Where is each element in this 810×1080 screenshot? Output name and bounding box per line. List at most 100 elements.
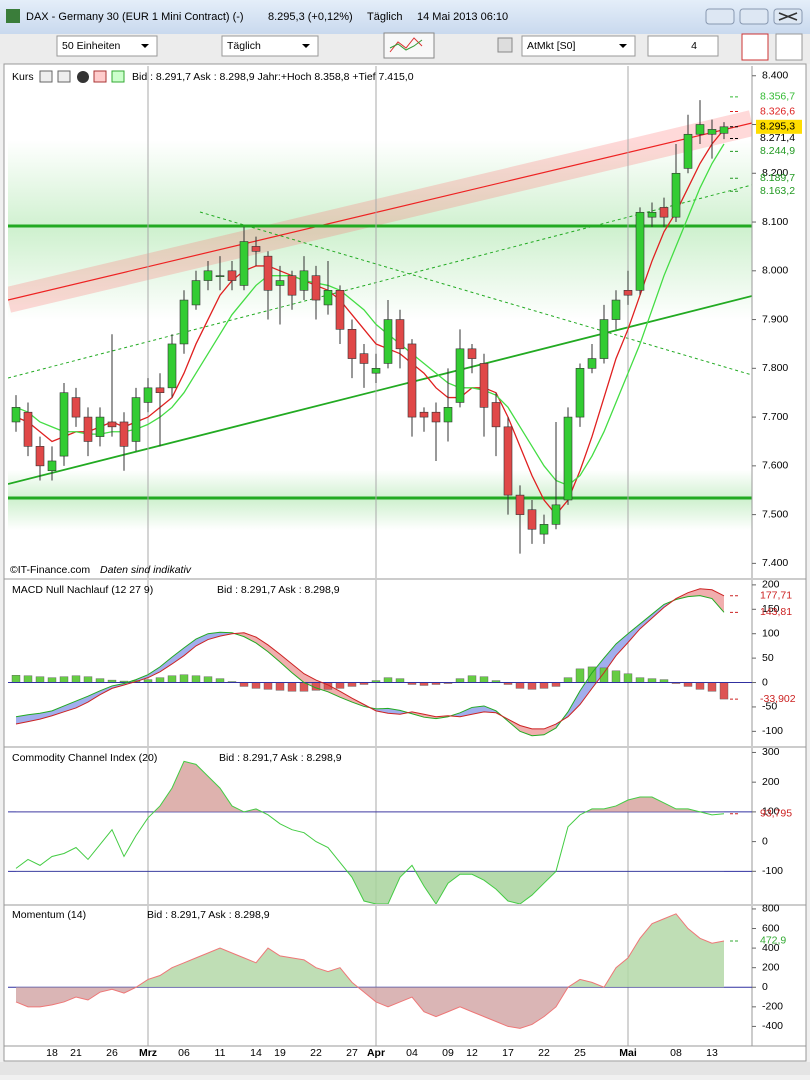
macd-fill xyxy=(532,728,544,736)
histogram-bar xyxy=(647,678,657,683)
x-tick-label: 18 xyxy=(46,1047,58,1059)
indicator-line xyxy=(15,760,725,904)
histogram-bar xyxy=(263,682,273,690)
window-quote: 8.295,3 (+0,12%) xyxy=(268,11,353,23)
minimize-button[interactable] xyxy=(705,8,735,25)
units-select[interactable] xyxy=(56,35,158,57)
x-tick-label: 09 xyxy=(442,1047,454,1059)
interval-select[interactable] xyxy=(221,35,319,57)
histogram-bar xyxy=(167,675,177,683)
chart-style-button[interactable] xyxy=(383,32,435,59)
macd-fill xyxy=(172,647,184,664)
histogram-bar xyxy=(83,676,93,683)
marker-label: 8.189,7 xyxy=(760,172,795,184)
maximize-button[interactable] xyxy=(739,8,769,25)
panel-quote: Bid : 8.291,7 Ask : 8.298,9 Jahr:+Hoch 8… xyxy=(132,71,414,83)
histogram-bar xyxy=(575,668,585,683)
y-tick-label: -400 xyxy=(762,1020,783,1032)
header-icon[interactable] xyxy=(39,70,53,83)
quantity-input[interactable] xyxy=(647,35,719,57)
x-tick-label: 13 xyxy=(706,1047,718,1059)
y-tick-label: 0 xyxy=(762,676,768,688)
x-tick-label: 11 xyxy=(215,1047,226,1059)
sell-button[interactable] xyxy=(741,33,769,61)
area-fill xyxy=(16,871,724,904)
header-icon[interactable] xyxy=(93,70,107,83)
price-header xyxy=(39,70,125,83)
y-tick-label: 300 xyxy=(762,746,780,758)
y-tick-label: 100 xyxy=(762,806,780,818)
histogram-bar xyxy=(203,676,213,683)
x-tick-label: 17 xyxy=(502,1047,514,1059)
plot xyxy=(8,760,752,904)
panel-quote: Bid : 8.291,7 Ask : 8.298,9 xyxy=(217,584,340,596)
macd-fill xyxy=(52,705,64,716)
scroll-bar[interactable] xyxy=(0,1062,810,1075)
y-tick-label: 200 xyxy=(762,776,780,788)
window-timestamp: 14 Mai 2013 06:10 xyxy=(417,11,508,23)
histogram-bar xyxy=(335,682,345,689)
x-tick-label: 22 xyxy=(310,1047,322,1059)
macd-fill xyxy=(244,632,256,643)
candle-body xyxy=(23,411,33,447)
macd-fill xyxy=(628,623,640,643)
marker-label: 93,795 xyxy=(760,808,792,820)
x-tick-label: 14 xyxy=(250,1047,262,1059)
histogram-bar xyxy=(611,670,621,683)
candle-body xyxy=(215,275,225,277)
header-icon[interactable] xyxy=(111,70,125,83)
candle-body xyxy=(431,411,441,423)
macd-fill xyxy=(640,614,652,629)
y-tick-label: 8.000 xyxy=(762,265,788,277)
dropdown-arrow xyxy=(141,44,149,48)
buy-button[interactable] xyxy=(775,33,803,61)
panel-title: Kurs xyxy=(12,71,34,83)
x-tick-label: 27 xyxy=(346,1047,358,1059)
candle-body xyxy=(599,319,609,359)
app-icon xyxy=(6,9,20,23)
header-icon[interactable] xyxy=(57,70,71,83)
candle-body xyxy=(551,504,561,525)
plot xyxy=(8,913,752,1029)
candle-body xyxy=(563,416,573,501)
macd-fill xyxy=(196,633,208,646)
y-tick-label: 8.100 xyxy=(762,216,788,228)
candle-body xyxy=(419,411,429,418)
candle-body xyxy=(539,524,549,535)
y-tick-label: 400 xyxy=(762,942,780,954)
candle-body xyxy=(359,353,369,364)
candle-body xyxy=(335,290,345,330)
histogram-bar xyxy=(71,675,81,683)
macd-fill xyxy=(340,691,352,703)
y-tick-label: 7.900 xyxy=(762,313,788,325)
macd-fill xyxy=(292,663,304,683)
candle-body xyxy=(131,397,141,442)
window-period: Täglich xyxy=(367,11,402,23)
candle-body xyxy=(659,207,669,218)
dropdown-arrow xyxy=(619,44,627,48)
y-tick-label: 7.600 xyxy=(762,460,788,472)
y-tick-label: 600 xyxy=(762,922,780,934)
panel-quote: Bid : 8.291,7 Ask : 8.298,9 xyxy=(147,909,270,921)
x-tick-label: Mrz xyxy=(139,1047,157,1059)
y-tick-label: 800 xyxy=(762,903,780,915)
plot xyxy=(11,100,729,554)
dropdown-arrow xyxy=(302,44,310,48)
candle-body xyxy=(623,290,633,296)
tool-icon[interactable] xyxy=(497,37,513,53)
candle-body xyxy=(347,329,357,359)
header-icon[interactable] xyxy=(77,71,89,83)
panel-title: Commodity Channel Index (20) xyxy=(12,752,157,764)
histogram-bar xyxy=(455,678,465,683)
histogram-bar xyxy=(95,678,105,683)
y-tick-label: 8.400 xyxy=(762,70,788,82)
trend-line xyxy=(8,184,752,379)
histogram-bar xyxy=(59,676,69,683)
histogram-bar xyxy=(35,676,45,683)
histogram-bar xyxy=(47,677,57,683)
order-select[interactable] xyxy=(521,35,636,57)
candle-body xyxy=(275,280,285,286)
quantity-value: 4 xyxy=(691,40,697,52)
macd-fill xyxy=(280,654,292,673)
